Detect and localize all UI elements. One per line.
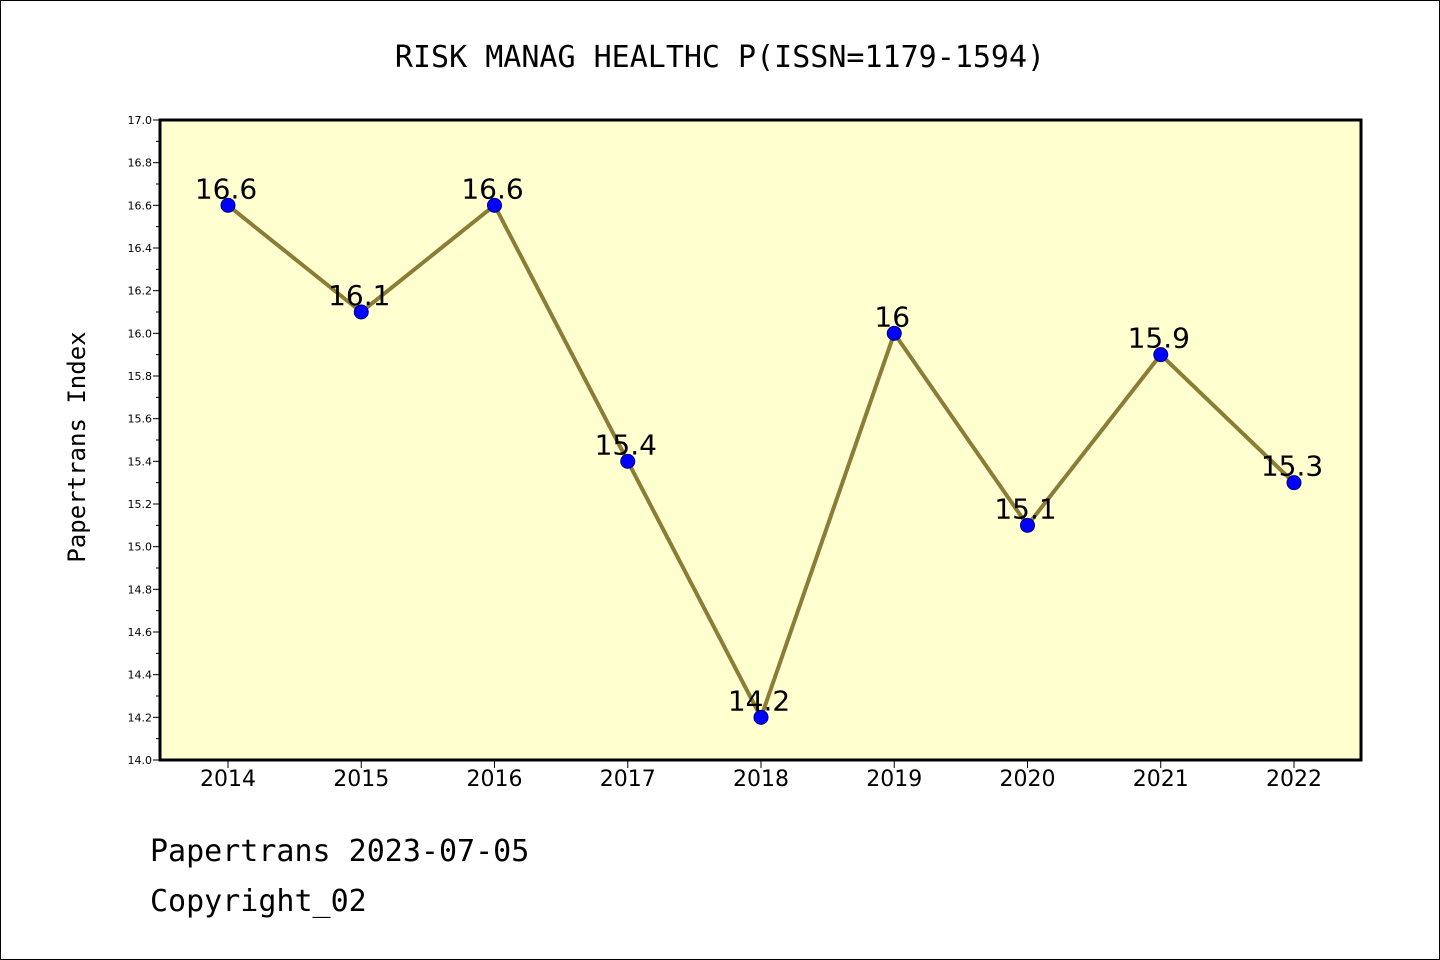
y-tick-label: 16.8 — [128, 157, 153, 170]
y-tick-label: 16.6 — [128, 199, 153, 212]
footer-date: Papertrans 2023-07-05 — [150, 834, 530, 869]
data-label: 15.3 — [1261, 450, 1323, 483]
data-label: 16.6 — [461, 172, 523, 205]
x-tick-label: 2015 — [333, 767, 389, 792]
y-tick-label: 17.0 — [128, 114, 153, 127]
data-point — [886, 325, 902, 341]
y-tick-label: 15.0 — [128, 541, 153, 554]
footer-copyright: Copyright_02 — [150, 884, 367, 919]
x-tick-label: 2016 — [467, 767, 523, 792]
data-series — [220, 197, 1302, 725]
data-point — [220, 197, 236, 213]
data-label: 16.1 — [328, 279, 390, 312]
y-tick-label: 16.0 — [128, 327, 153, 340]
y-tick-label: 14.6 — [128, 626, 153, 639]
y-tick-label: 15.8 — [128, 370, 153, 383]
y-axis: 14.0 14.2 14.4 14.6 14.8 15.0 15.2 15.4 15.6 15.8… — [128, 114, 160, 767]
y-tick-label: 15.6 — [128, 413, 153, 426]
data-point — [1020, 517, 1035, 533]
data-label: 16.6 — [195, 172, 257, 205]
data-label: 15.1 — [994, 492, 1056, 525]
data-point — [1286, 475, 1302, 491]
x-tick-label: 2014 — [200, 767, 256, 792]
data-point — [487, 197, 502, 213]
x-tick-label: 2022 — [1266, 767, 1322, 792]
x-tick-label: 2019 — [866, 767, 922, 792]
data-point — [620, 453, 636, 469]
y-tick-label: 15.2 — [128, 498, 153, 511]
y-tick-label: 14.2 — [128, 711, 153, 724]
y-tick-label: 14.8 — [128, 583, 153, 596]
data-label: 14.2 — [728, 684, 790, 717]
data-label: 15.4 — [595, 428, 657, 461]
x-tick-label: 2020 — [1000, 767, 1056, 792]
x-tick-label: 2018 — [733, 767, 789, 792]
y-tick-label: 16.2 — [128, 285, 153, 298]
data-point — [353, 304, 369, 320]
data-labels: 16.6 16.1 16.6 15.4 14.2 16 15.1 15.9 15.3 — [195, 172, 1323, 717]
data-label: 15.9 — [1128, 322, 1190, 355]
y-tick-label: 14.0 — [128, 754, 153, 767]
y-tick-label: 14.4 — [128, 669, 153, 682]
chart-title: RISK MANAG HEALTHC P(ISSN=1179-1594) — [395, 40, 1045, 75]
y-axis-label: Papertrans Index — [63, 331, 91, 562]
y-tick-label: 15.4 — [128, 455, 153, 468]
y-tick-label: 16.4 — [128, 242, 153, 255]
data-point — [1153, 347, 1169, 363]
x-tick-label: 2021 — [1133, 767, 1189, 792]
data-label: 16 — [874, 300, 910, 333]
plot-area — [158, 118, 1363, 762]
data-point — [753, 709, 769, 725]
x-tick-label: 2017 — [600, 767, 656, 792]
x-axis: 2014 2015 2016 2017 2018 2019 2020 2021 2022 — [200, 760, 1322, 792]
